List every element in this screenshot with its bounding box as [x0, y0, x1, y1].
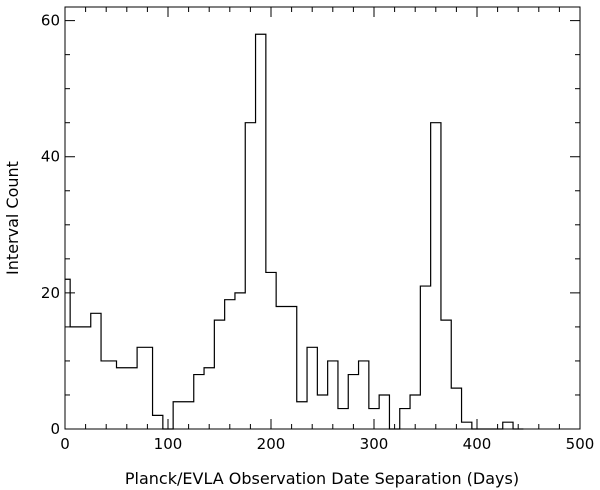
x-tick-label: 200	[257, 435, 286, 453]
y-tick-label: 0	[50, 420, 60, 438]
y-tick-label: 60	[41, 12, 60, 30]
y-axis-title: Interval Count	[3, 161, 22, 275]
plot-frame	[64, 6, 581, 430]
y-tick-label: 40	[41, 148, 60, 166]
x-axis-ticks: 0 100 200 300 400 500	[60, 7, 594, 453]
x-tick-label: 500	[566, 435, 595, 453]
x-tick-label: 100	[154, 435, 183, 453]
y-tick-label: 20	[41, 284, 60, 302]
x-tick-label: 400	[463, 435, 492, 453]
x-tick-label: 0	[60, 435, 70, 453]
x-axis-title: Planck/EVLA Observation Date Separation …	[125, 469, 519, 488]
histogram-step-line	[65, 33, 524, 430]
y-axis-ticks: 0 20 40 60	[41, 12, 580, 438]
x-tick-label: 300	[360, 435, 389, 453]
